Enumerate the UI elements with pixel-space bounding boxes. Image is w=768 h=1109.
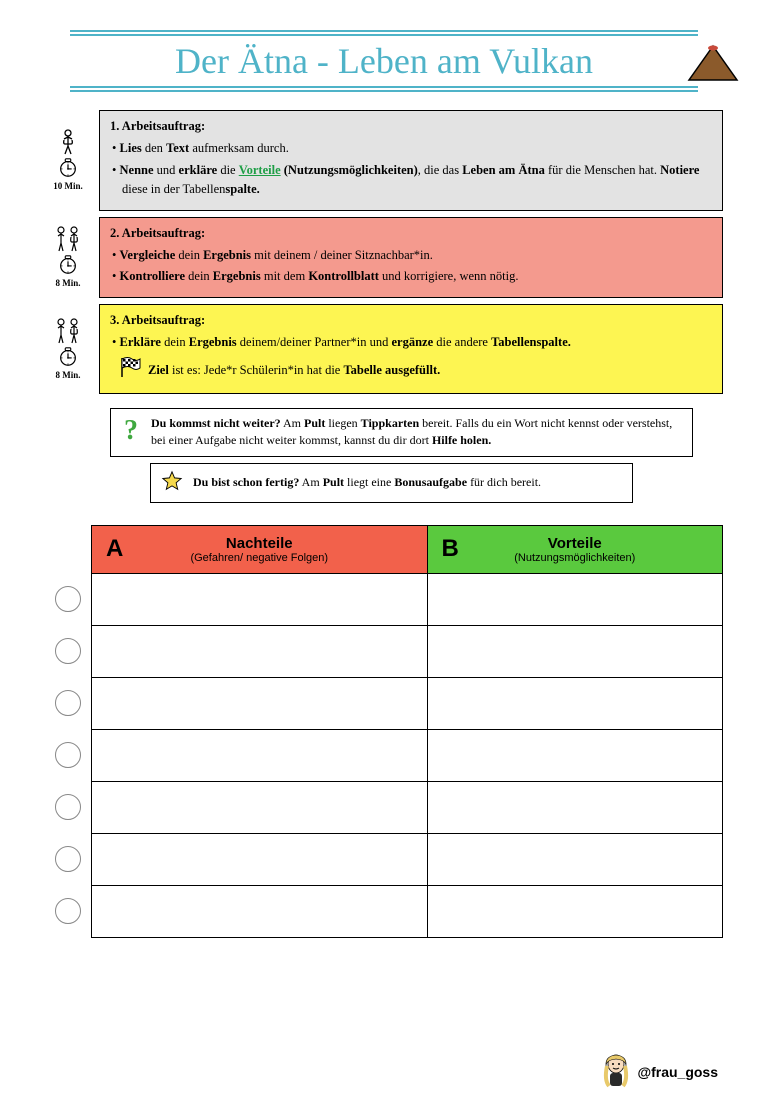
volcano-icon: [685, 42, 741, 87]
bonus-box: Du bist schon fertig? Am Pult liegt eine…: [150, 463, 633, 503]
footer-handle: @frau_goss: [637, 1064, 718, 1080]
task-row: 8 Min. 2. Arbeitsauftrag: Vergleiche dein …: [45, 217, 723, 298]
avatar-icon: [601, 1052, 631, 1091]
task-heading: 1. Arbeitsauftrag:: [110, 117, 712, 136]
table-row: [92, 885, 723, 937]
row-circles-column: [45, 525, 91, 938]
hint-text: Du kommst nicht weiter? Am Pult liegen T…: [151, 415, 682, 449]
col-a-letter: A: [106, 535, 123, 563]
cell-a[interactable]: [92, 573, 428, 625]
col-b-title: Vorteile: [428, 535, 723, 552]
table-header-b: B Vorteile (Nutzungsmöglichkeiten): [427, 525, 723, 573]
row-circle[interactable]: [45, 573, 91, 625]
pros-cons-table: A Nachteile (Gefahren/ negative Folgen) …: [91, 525, 723, 938]
hint-box: ? Du kommst nicht weiter? Am Pult liegen…: [110, 408, 693, 457]
task-meta: 10 Min.: [45, 110, 91, 211]
cell-b[interactable]: [427, 677, 723, 729]
clock-icon: [57, 254, 79, 276]
task-row: 8 Min. 3. Arbeitsauftrag: Erkläre dein Erg…: [45, 304, 723, 394]
cell-b[interactable]: [427, 781, 723, 833]
table-header-a: A Nachteile (Gefahren/ negative Folgen): [92, 525, 428, 573]
title-bottom-line: [70, 86, 698, 92]
task-item: Erkläre dein Ergebnis deinem/deiner Part…: [112, 333, 712, 352]
task-goal: Ziel ist es: Jede*r Schülerin*in hat die…: [110, 356, 712, 384]
task-box: 3. Arbeitsauftrag: Erkläre dein Ergebnis …: [99, 304, 723, 394]
page-title: Der Ätna - Leben am Vulkan: [45, 36, 723, 86]
footer-credit: @frau_goss: [601, 1052, 718, 1091]
question-icon: ?: [121, 415, 143, 450]
row-circle[interactable]: [45, 885, 91, 937]
time-label: 8 Min.: [55, 370, 80, 380]
star-icon: [161, 470, 183, 496]
task-item: Vergleiche dein Ergebnis mit deinem / de…: [112, 246, 712, 265]
clock-icon: [57, 157, 79, 179]
task-heading: 3. Arbeitsauftrag:: [110, 311, 712, 330]
cell-a[interactable]: [92, 833, 428, 885]
time-label: 10 Min.: [53, 181, 83, 191]
table-section: A Nachteile (Gefahren/ negative Folgen) …: [45, 525, 723, 938]
cell-b[interactable]: [427, 573, 723, 625]
task-row: 10 Min. 1. Arbeitsauftrag: Lies den Text a…: [45, 110, 723, 211]
clock-icon: [57, 346, 79, 368]
task-item: Lies den Text aufmerksam durch.: [112, 139, 712, 158]
cell-b[interactable]: [427, 885, 723, 937]
table-row: [92, 833, 723, 885]
cell-b[interactable]: [427, 729, 723, 781]
task-item: Kontrolliere dein Ergebnis mit dem Kontr…: [112, 267, 712, 286]
cell-a[interactable]: [92, 729, 428, 781]
row-circle[interactable]: [45, 833, 91, 885]
col-a-title: Nachteile: [92, 535, 427, 552]
row-circle[interactable]: [45, 729, 91, 781]
task-meta: 8 Min.: [45, 217, 91, 298]
col-b-letter: B: [442, 535, 459, 563]
col-a-sub: (Gefahren/ negative Folgen): [92, 552, 427, 564]
task-item: Nenne und erkläre die Vorteile (Nutzungs…: [112, 161, 712, 200]
table-row: [92, 573, 723, 625]
people-icon: [53, 226, 83, 252]
task-box: 2. Arbeitsauftrag: Vergleiche dein Ergebn…: [99, 217, 723, 298]
people-icon: [53, 318, 83, 344]
cell-a[interactable]: [92, 885, 428, 937]
flag-icon: [118, 356, 142, 384]
title-block: Der Ätna - Leben am Vulkan: [45, 30, 723, 92]
cell-b[interactable]: [427, 625, 723, 677]
row-circle[interactable]: [45, 625, 91, 677]
table-row: [92, 677, 723, 729]
cell-a[interactable]: [92, 677, 428, 729]
col-b-sub: (Nutzungsmöglichkeiten): [428, 552, 723, 564]
svg-text:?: ?: [124, 415, 138, 445]
table-row: [92, 625, 723, 677]
bonus-text: Du bist schon fertig? Am Pult liegt eine…: [193, 475, 541, 490]
people-icon: [58, 129, 78, 155]
cell-b[interactable]: [427, 833, 723, 885]
table-row: [92, 729, 723, 781]
row-circle[interactable]: [45, 781, 91, 833]
task-meta: 8 Min.: [45, 304, 91, 394]
task-heading: 2. Arbeitsauftrag:: [110, 224, 712, 243]
cell-a[interactable]: [92, 781, 428, 833]
row-circle[interactable]: [45, 677, 91, 729]
cell-a[interactable]: [92, 625, 428, 677]
task-box: 1. Arbeitsauftrag: Lies den Text aufmerks…: [99, 110, 723, 211]
time-label: 8 Min.: [55, 278, 80, 288]
table-row: [92, 781, 723, 833]
